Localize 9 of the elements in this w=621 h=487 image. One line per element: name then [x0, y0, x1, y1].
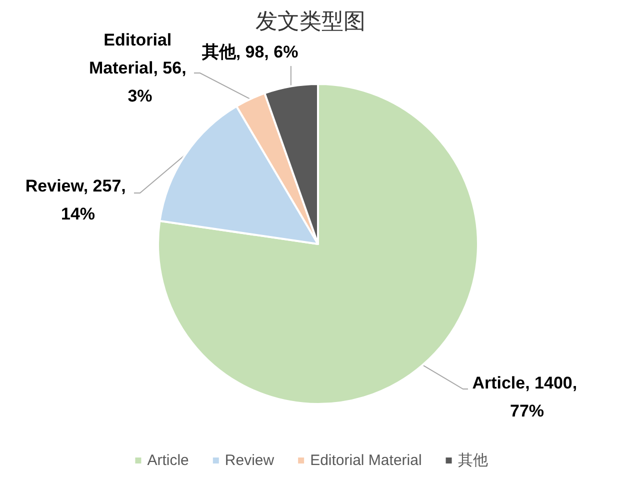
- legend-label: Editorial Material: [310, 452, 422, 469]
- legend-label: Article: [147, 452, 189, 469]
- legend-label: Review: [224, 452, 274, 469]
- data-label: Editorial Material, 56, 3%: [88, 30, 192, 106]
- data-label: 其他, 98, 6%: [200, 42, 298, 62]
- data-label: Review, 257, 14%: [25, 176, 131, 224]
- data-label: Article, 1400, 77%: [472, 374, 582, 420]
- legend-label: 其他: [458, 452, 488, 469]
- chart-title: 发文类型图: [256, 8, 366, 34]
